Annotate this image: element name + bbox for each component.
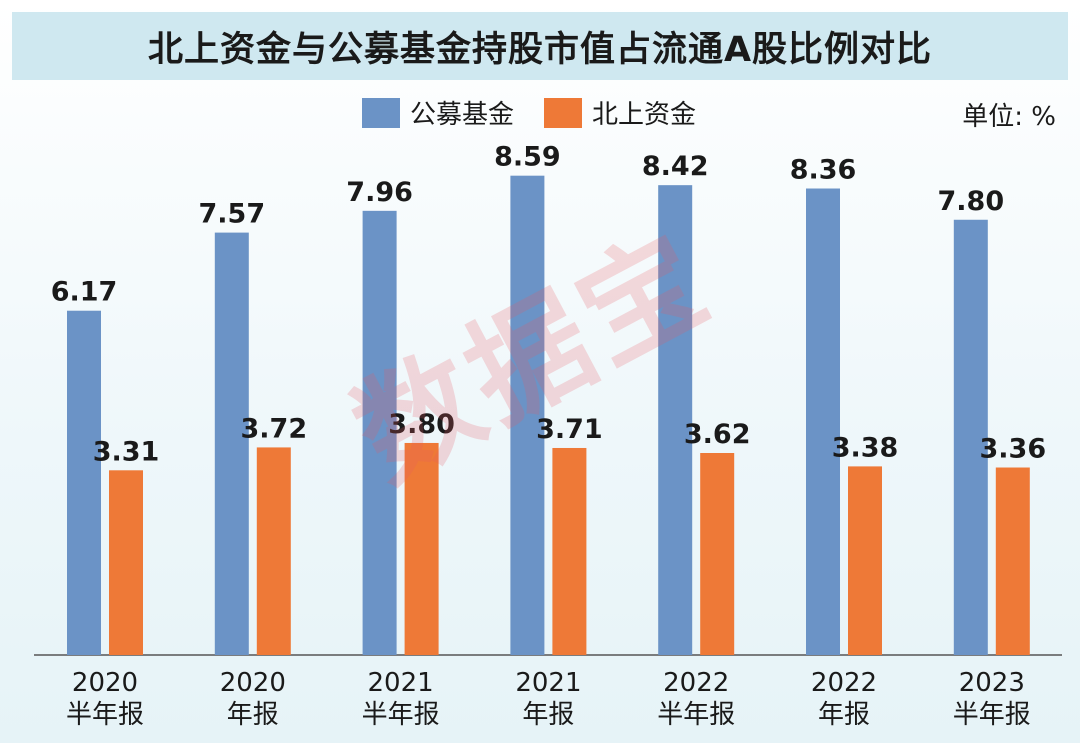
bar-fund <box>658 185 693 655</box>
legend-label-northbound: 北上资金 <box>592 100 697 130</box>
x-tick-label-year: 2023 <box>959 668 1025 698</box>
bar-northbound <box>700 453 735 655</box>
data-label-fund: 8.36 <box>790 155 857 186</box>
bar-northbound <box>109 470 143 655</box>
unit-label: 单位: % <box>962 102 1056 132</box>
data-label-northbound: 3.31 <box>93 436 160 467</box>
data-label-northbound: 3.72 <box>240 413 307 444</box>
x-tick-label-period: 年报 <box>522 700 574 730</box>
data-label-fund: 6.17 <box>51 277 118 308</box>
bar-fund <box>510 175 545 656</box>
data-label-northbound: 3.36 <box>979 434 1046 465</box>
data-label-fund: 7.57 <box>198 199 265 230</box>
bar-fund <box>362 210 397 655</box>
x-tick-label-year: 2020 <box>72 668 138 698</box>
x-tick-label-year: 2022 <box>663 668 729 698</box>
x-tick-label-year: 2020 <box>220 668 286 698</box>
data-label-northbound: 3.71 <box>536 414 603 445</box>
legend-item-fund: 公募基金 <box>362 94 514 131</box>
x-tick-label-year: 2022 <box>811 668 877 698</box>
bar-northbound <box>256 447 291 655</box>
data-label-northbound: 3.62 <box>684 419 751 450</box>
bar-fund <box>806 188 840 655</box>
x-tick-label-period: 半年报 <box>657 700 735 730</box>
bar-northbound <box>404 442 439 655</box>
data-label-fund: 8.59 <box>494 142 561 173</box>
data-label-northbound: 3.38 <box>832 432 899 463</box>
legend-item-northbound: 北上资金 <box>544 94 696 131</box>
x-tick-label-period: 半年报 <box>362 700 440 730</box>
bar-fund <box>214 232 249 655</box>
data-label-fund: 7.80 <box>937 186 1004 217</box>
bar-northbound <box>552 447 587 655</box>
legend-label-fund: 公募基金 <box>410 100 515 130</box>
bar-northbound <box>848 466 882 655</box>
chart-title: 北上资金与公募基金持股市值占流通A股比例对比 <box>147 29 933 70</box>
data-label-fund: 8.42 <box>642 151 709 182</box>
x-tick-label-period: 半年报 <box>66 700 144 730</box>
x-tick-label-period: 半年报 <box>953 700 1031 730</box>
data-label-fund: 7.96 <box>346 177 413 208</box>
legend: 公募基金 北上资金 <box>362 94 726 131</box>
bar-northbound <box>995 467 1030 655</box>
x-tick-label-period: 年报 <box>818 700 870 730</box>
legend-swatch-northbound <box>544 97 583 128</box>
title-bar: 北上资金与公募基金持股市值占流通A股比例对比 <box>12 12 1068 80</box>
x-tick-label-year: 2021 <box>515 668 581 698</box>
bar-fund <box>953 219 988 655</box>
data-label-northbound: 3.80 <box>388 409 455 440</box>
x-tick-label-period: 年报 <box>227 700 279 730</box>
legend-swatch-fund <box>362 97 400 128</box>
bar-fund <box>67 310 101 655</box>
x-tick-label-year: 2021 <box>368 668 434 698</box>
